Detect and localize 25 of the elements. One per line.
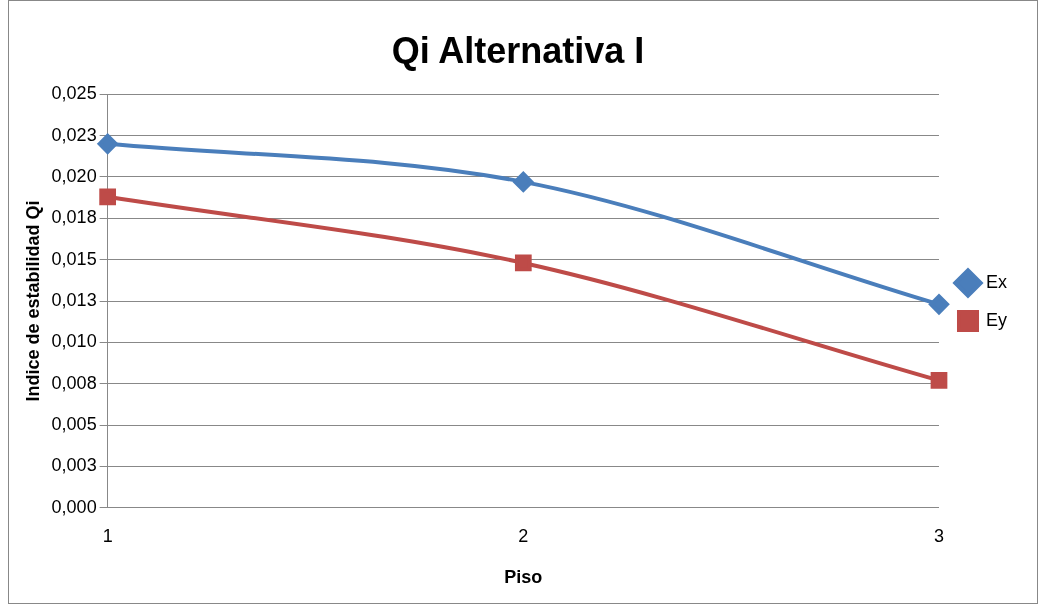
y-tick-label: 0,008 [51,372,97,393]
legend-label: Ey [985,309,1008,330]
point [513,171,534,192]
chart-title: Qi Alternativa I [391,29,645,71]
y-tick-label: 0,015 [51,248,97,269]
x-tick-label: 2 [518,525,529,546]
y-axis-title: Indice de estabilidad Qi [22,200,43,402]
y-tick-label: 0,018 [51,207,97,228]
y-tick-label: 0,010 [51,331,97,352]
y-tick-label: 0,013 [51,289,97,310]
y-tick-label: 0,000 [51,496,97,517]
point [99,188,117,206]
point [930,372,948,389]
y-tick-label: 0,020 [51,165,97,186]
y-tick-label: 0,005 [51,414,97,435]
point [928,294,949,315]
point [97,133,118,154]
y-tick-label: 0,003 [51,455,97,476]
x-tick-label: 3 [933,525,944,546]
x-tick-label: 1 [102,525,113,546]
x-axis-title: Piso [504,567,543,588]
y-tick-label: 0,025 [51,83,97,104]
point [514,254,532,272]
y-tick-label: 0,023 [51,124,97,145]
legend-label: Ex [985,271,1008,292]
